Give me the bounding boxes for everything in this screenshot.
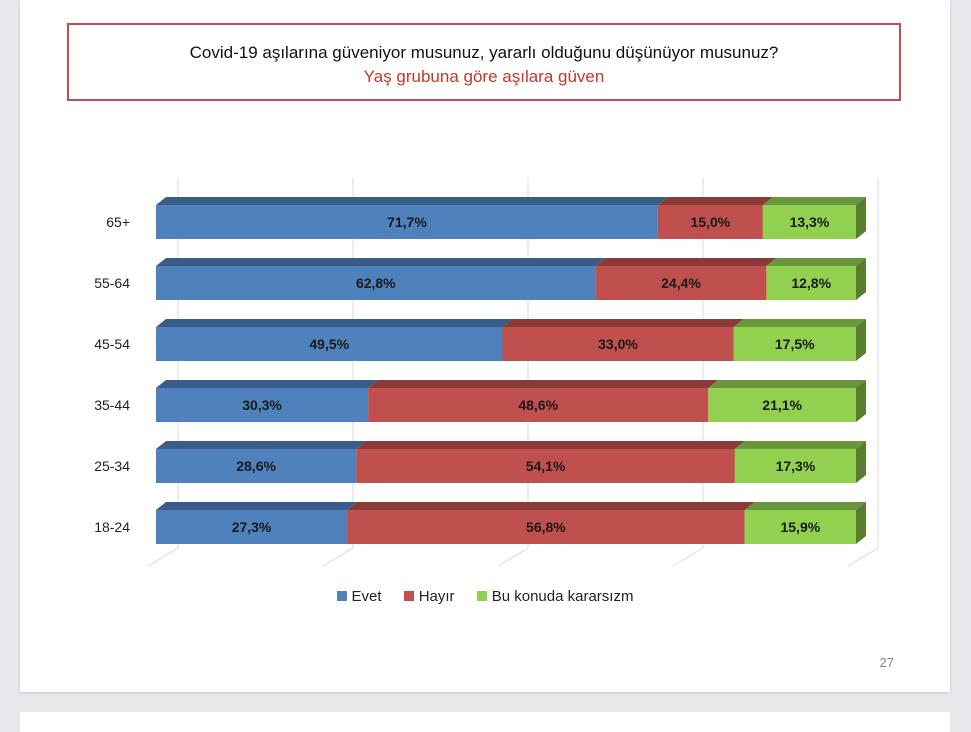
- bar-top: [347, 502, 755, 510]
- page-number: 27: [879, 655, 894, 670]
- title-box: Covid-19 aşılarına güveniyor musunuz, ya…: [67, 23, 901, 101]
- data-label: 49,5%: [309, 336, 349, 352]
- floor-gridline: [322, 547, 354, 567]
- legend-swatch: [403, 591, 414, 601]
- floor-gridline: [497, 547, 529, 567]
- bar-side: [856, 380, 866, 422]
- chart-title: Covid-19 aşılarına güveniyor musunuz, ya…: [189, 43, 779, 62]
- bar-top: [657, 197, 773, 205]
- bar-top: [156, 197, 668, 205]
- legend-item-kararsiz: Bu konuda kararsızm: [476, 588, 634, 605]
- bar-top: [595, 258, 777, 266]
- bar-top: [766, 258, 866, 266]
- bar-segment: [156, 510, 348, 544]
- legend-label: Hayır: [418, 588, 455, 605]
- bar-side: [856, 441, 866, 483]
- bar-top: [762, 197, 866, 205]
- bar-top: [156, 380, 379, 388]
- bar-segment: [347, 510, 745, 544]
- bar-segment: [657, 205, 763, 239]
- bar-segment: [762, 205, 856, 239]
- floor-gridline: [672, 547, 704, 567]
- data-label: 30,3%: [242, 397, 282, 413]
- data-label: 12,8%: [791, 275, 831, 291]
- data-label: 15,9%: [780, 519, 820, 535]
- bar-segment: [734, 449, 856, 483]
- bar-segment: [156, 266, 596, 300]
- category-label: 25-34: [94, 458, 130, 474]
- legend-swatch: [336, 591, 347, 601]
- bar-top: [156, 441, 367, 449]
- category-label: 18-24: [94, 519, 130, 535]
- data-label: 17,5%: [775, 336, 815, 352]
- bar-side: [856, 197, 866, 239]
- category-label: 65+: [106, 214, 130, 230]
- data-label: 15,0%: [691, 214, 731, 230]
- data-label: 48,6%: [518, 397, 558, 413]
- bar-segment: [766, 266, 856, 300]
- data-label: 28,6%: [236, 458, 276, 474]
- category-label: 35-44: [94, 397, 130, 413]
- bar-side: [856, 319, 866, 361]
- floor-gridline: [847, 547, 879, 567]
- bar-top: [156, 319, 513, 327]
- bar-top: [733, 319, 866, 327]
- bar-top: [368, 380, 719, 388]
- data-label: 27,3%: [232, 519, 272, 535]
- bar-segment: [356, 449, 735, 483]
- bar-top: [734, 441, 866, 449]
- bar-segment: [595, 266, 767, 300]
- data-label: 33,0%: [598, 336, 638, 352]
- category-label: 55-64: [94, 275, 130, 291]
- legend-swatch: [476, 591, 487, 601]
- data-label: 24,4%: [661, 275, 701, 291]
- bar-segment: [708, 388, 856, 422]
- bar-segment: [156, 327, 503, 361]
- data-label: 13,3%: [790, 214, 830, 230]
- bar-segment: [156, 449, 357, 483]
- bar-segment: [156, 205, 658, 239]
- legend: Evet Hayır Bu konuda kararsızm: [20, 588, 950, 605]
- bar-top: [356, 441, 745, 449]
- data-label: 56,8%: [526, 519, 566, 535]
- bar-top: [156, 502, 358, 510]
- legend-label: Evet: [351, 588, 382, 605]
- bar-top: [744, 502, 866, 510]
- legend-label: Bu konuda kararsızm: [491, 588, 634, 605]
- data-label: 54,1%: [526, 458, 566, 474]
- bar-segment: [156, 388, 369, 422]
- bar-side: [856, 502, 866, 544]
- slide: Covid-19 aşılarına güveniyor musunuz, ya…: [20, 0, 950, 692]
- bar-segment: [733, 327, 856, 361]
- stacked-bar-chart: 65+ 71,7% 15,0% 13,3% 55-64 62,8% 24,4% 12,8% 45…: [94, 178, 879, 567]
- bar-segment: [368, 388, 709, 422]
- category-label: 45-54: [94, 336, 130, 352]
- legend-item-evet: Evet: [336, 588, 382, 605]
- bar-segment: [502, 327, 734, 361]
- legend-item-hayir: Hayır: [403, 588, 455, 605]
- bar-top: [502, 319, 744, 327]
- bar-top: [156, 258, 606, 266]
- floor-gridline: [147, 547, 179, 567]
- data-label: 62,8%: [356, 275, 396, 291]
- data-label: 21,1%: [762, 397, 802, 413]
- data-label: 17,3%: [776, 458, 816, 474]
- next-slide: [20, 712, 950, 732]
- bar-side: [856, 258, 866, 300]
- bar-top: [708, 380, 866, 388]
- bar-segment: [744, 510, 856, 544]
- data-label: 71,7%: [387, 214, 427, 230]
- chart-subtitle: Yaş grubuna göre aşılara güven: [363, 67, 605, 86]
